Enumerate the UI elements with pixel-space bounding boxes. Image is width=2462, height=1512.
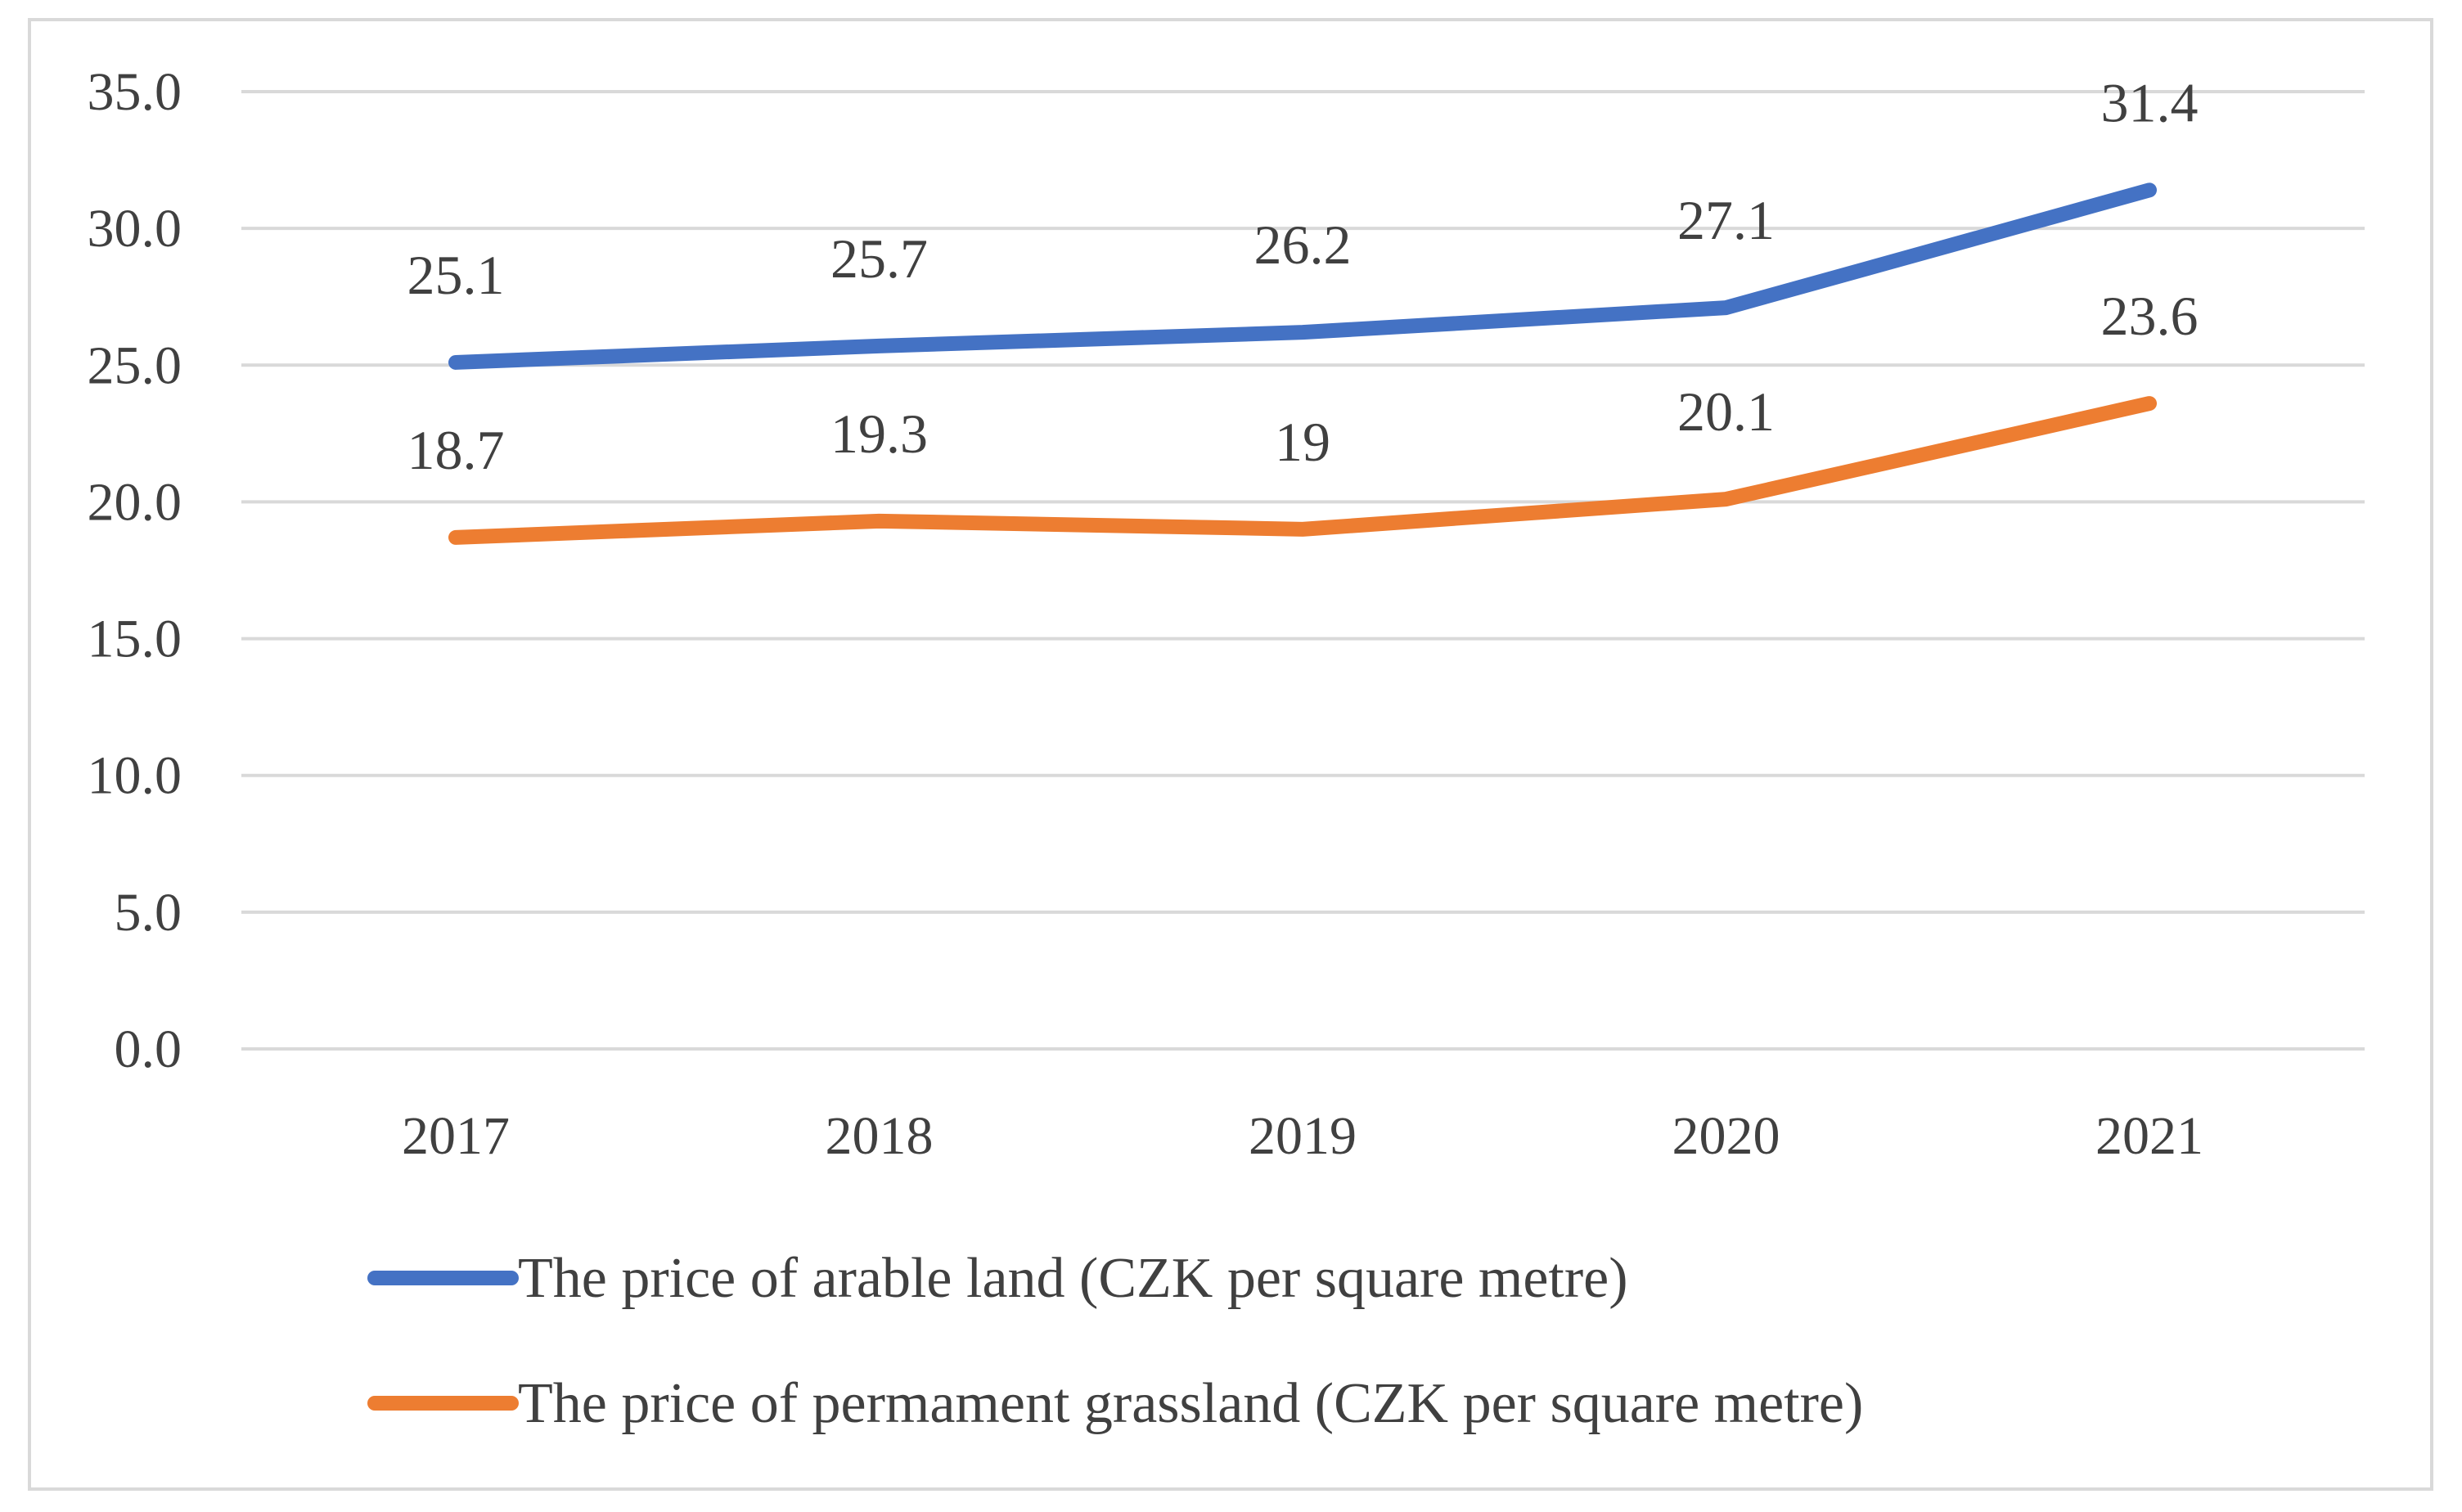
gridlines (241, 90, 2365, 1051)
y-tick-label: 0.0 (115, 1019, 182, 1079)
x-tick-label-2018: 2018 (826, 1106, 934, 1166)
x-tick-label-2019: 2019 (1249, 1106, 1357, 1166)
y-tick-label: 15.0 (88, 610, 182, 669)
data-label-s2-2017: 18.7 (407, 419, 505, 481)
data-label-s2-2018: 19.3 (830, 403, 928, 465)
series-lines (448, 182, 2157, 545)
x-tick-label-2017: 2017 (402, 1106, 510, 1166)
x-tick-label-2020: 2020 (1672, 1106, 1780, 1166)
data-label-s1-2020: 27.1 (1677, 189, 1775, 251)
y-tick-label: 5.0 (115, 883, 182, 943)
data-label-s1-2021: 31.4 (2101, 71, 2199, 133)
legend[interactable]: The price of arable land (CZK per square… (367, 1247, 1863, 1435)
y-tick-label: 30.0 (88, 199, 182, 259)
data-label-s1-2019: 26.2 (1254, 214, 1352, 276)
data-label-s2-2020: 20.1 (1677, 380, 1775, 443)
data-label-s1-2017: 25.1 (407, 244, 505, 306)
data-label-s1-2018: 25.7 (830, 227, 928, 290)
y-tick-label: 20.0 (88, 472, 182, 532)
y-axis-tick-labels: 0.0 5.0 10.0 15.0 20.0 25.0 30.0 35.0 (88, 62, 182, 1079)
data-label-s2-2021: 23.6 (2101, 285, 2199, 347)
x-axis-tick-labels: 2017 2018 2019 2020 2021 (402, 1106, 2203, 1166)
data-label-s2-2019: 19 (1275, 411, 1330, 473)
x-tick-label-2021: 2021 (2095, 1106, 2203, 1166)
chart-frame (28, 18, 2433, 1491)
series-line-2 (448, 396, 2157, 545)
y-tick-label: 25.0 (88, 335, 182, 395)
data-labels: 25.1 25.7 26.2 27.1 31.4 18.7 19.3 19 20.1 23.6 (407, 71, 2199, 481)
legend-label-1[interactable]: The price of arable land (CZK per square… (518, 1247, 1628, 1310)
series-line-1 (448, 182, 2157, 370)
y-tick-label: 10.0 (88, 746, 182, 806)
legend-label-2[interactable]: The price of permament grassland (CZK pe… (518, 1372, 1863, 1435)
y-tick-label: 35.0 (88, 62, 182, 122)
